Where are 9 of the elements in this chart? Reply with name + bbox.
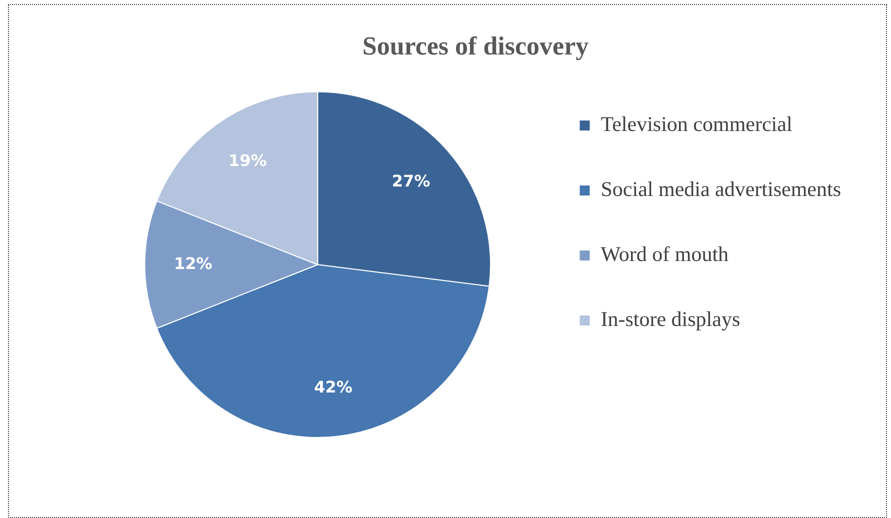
legend-label: Social media advertisements [600, 177, 842, 202]
data-label: 42% [314, 377, 352, 396]
chart-title: Sources of discovery [362, 31, 589, 60]
legend-label: Word of mouth [600, 242, 730, 266]
legend-label: In-store displays [600, 307, 740, 332]
data-label: 19% [228, 150, 267, 170]
data-label: 27% [392, 171, 430, 190]
data-label: 12% [174, 254, 212, 273]
legend-label: Television commercial [600, 112, 792, 136]
